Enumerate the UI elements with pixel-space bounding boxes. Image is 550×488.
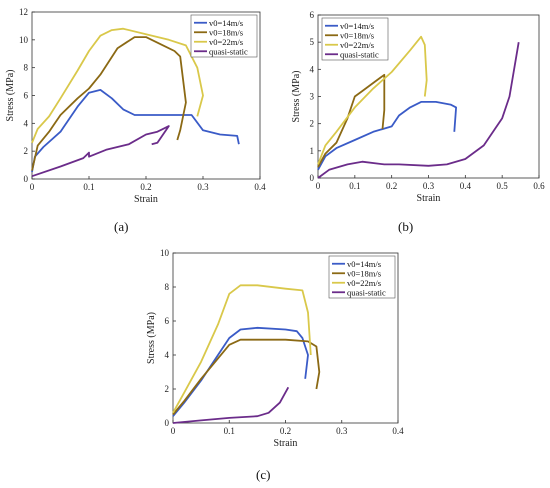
- series-line-quasi-static: [31, 125, 170, 178]
- series-line-v0=22m/s: [317, 35, 428, 165]
- y-axis-label: Stress (MPa): [291, 71, 302, 123]
- x-tick-label: 0.5: [497, 181, 509, 191]
- x-tick-label: 0: [30, 182, 35, 192]
- legend-entry: quasi-static: [347, 287, 386, 297]
- series-line-v0=14m/s: [317, 101, 457, 171]
- y-tick-label: 2: [24, 146, 29, 156]
- y-tick-label: 4: [165, 350, 170, 360]
- y-tick-label: 5: [310, 37, 315, 47]
- x-tick-label: 0.1: [224, 426, 235, 436]
- x-tick-label: 0.2: [140, 182, 151, 192]
- y-tick-label: 6: [24, 91, 29, 101]
- legend-entry: quasi-static: [340, 49, 379, 59]
- panel-label-a: (a): [114, 219, 129, 234]
- x-tick-label: 0.1: [83, 182, 94, 192]
- chart-a: 0 0.1 0.2 0.3 0.4 0 2 4 6 8 10 12 Strain Stress (MPa)…: [5, 7, 266, 205]
- y-tick-label: 10: [19, 35, 29, 45]
- legend-entry: v0=14m/s: [209, 18, 243, 28]
- y-tick-label: 6: [165, 316, 170, 326]
- x-tick-label: 0.4: [460, 181, 472, 191]
- x-tick-label: 0: [171, 426, 176, 436]
- chart-b: 0 0.1 0.2 0.3 0.4 0.5 0.6 0 1 2 3 4 5 6 Strain Stress (…: [291, 10, 545, 204]
- panel-label-b: (b): [398, 219, 414, 234]
- legend-entry: v0=14m/s: [340, 21, 374, 31]
- y-tick-label: 0: [24, 174, 29, 184]
- y-axis-label: Stress (MPa): [146, 312, 157, 364]
- y-tick-label: 8: [24, 63, 29, 73]
- series-line-v0=18m/s: [172, 338, 321, 416]
- legend-entry: v0=18m/s: [347, 268, 381, 278]
- y-tick-label: 4: [24, 118, 29, 128]
- x-tick-label: 0.3: [197, 182, 209, 192]
- series-line-v0=18m/s: [31, 36, 187, 171]
- x-tick-label: 0: [316, 181, 321, 191]
- y-tick-label: 12: [19, 7, 28, 17]
- y-tick-label: 2: [165, 384, 170, 394]
- x-tick-label: 0.3: [423, 181, 435, 191]
- series-line-v0=22m/s: [172, 284, 312, 414]
- y-tick-label: 0: [165, 418, 170, 428]
- x-axis-label: Strain: [274, 438, 298, 449]
- y-tick-label: 6: [310, 10, 315, 20]
- series-line-v0=14m/s: [172, 326, 309, 417]
- y-tick-label: 2: [310, 119, 315, 129]
- legend-entry: quasi-static: [209, 46, 248, 56]
- x-tick-label: 0.1: [349, 181, 360, 191]
- legend-entry: v0=22m/s: [340, 40, 374, 50]
- x-tick-label: 0.4: [392, 426, 404, 436]
- y-axis-label: Stress (MPa): [5, 70, 16, 122]
- series-line-quasi-static: [317, 42, 520, 179]
- y-tick-label: 1: [310, 146, 315, 156]
- y-tick-label: 4: [310, 64, 315, 74]
- x-axis-label: Strain: [134, 194, 158, 205]
- legend-entry: v0=18m/s: [209, 27, 243, 37]
- series-line-quasi-static: [172, 386, 290, 424]
- series-line-v0=18m/s: [317, 73, 386, 168]
- legend-entry: v0=22m/s: [347, 278, 381, 288]
- panel-label-c: (c): [256, 467, 271, 482]
- y-tick-label: 0: [310, 173, 315, 183]
- legend-entry: v0=14m/s: [347, 259, 381, 269]
- legend-entry: v0=22m/s: [209, 37, 243, 47]
- chart-c: 0 0.1 0.2 0.3 0.4 0 2 4 6 8 10 Strain Stress (MPa) v0…: [146, 248, 404, 449]
- x-tick-label: 0.3: [336, 426, 348, 436]
- x-tick-label: 0.6: [533, 181, 545, 191]
- series-line-v0=22m/s: [31, 27, 204, 144]
- x-axis-label: Strain: [417, 193, 441, 204]
- y-tick-label: 10: [160, 248, 170, 258]
- y-tick-label: 8: [165, 282, 170, 292]
- legend-entry: v0=18m/s: [340, 30, 374, 40]
- series-line-v0=14m/s: [31, 89, 240, 173]
- x-tick-label: 0.2: [386, 181, 397, 191]
- y-tick-label: 3: [310, 92, 315, 102]
- x-tick-label: 0.2: [280, 426, 291, 436]
- x-tick-label: 0.4: [254, 182, 266, 192]
